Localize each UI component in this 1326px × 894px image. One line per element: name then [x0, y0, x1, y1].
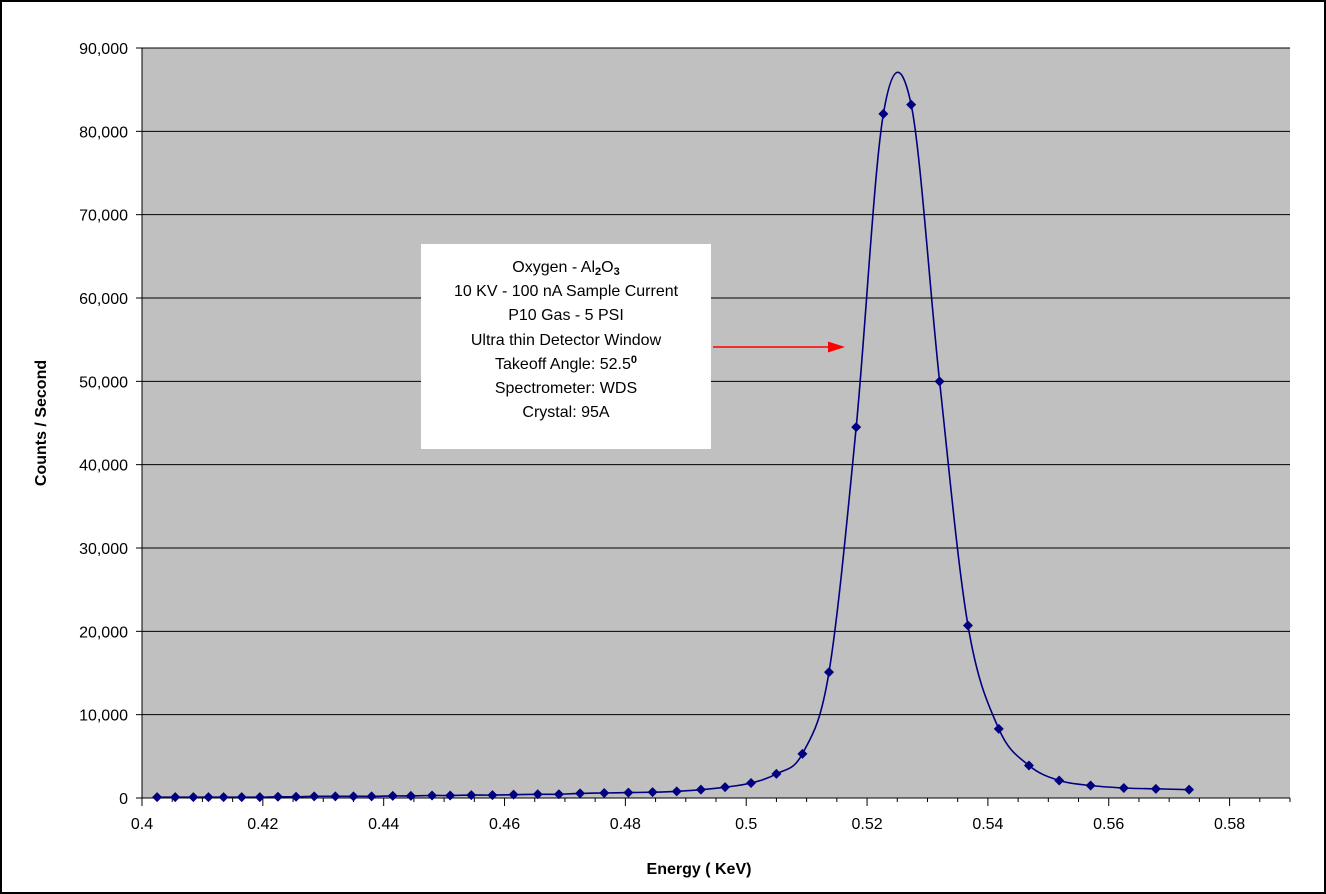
y-tick-label: 80,000 — [79, 124, 128, 141]
data-point — [771, 768, 782, 779]
data-point — [599, 788, 610, 798]
data-point — [906, 99, 917, 110]
y-tick-label: 30,000 — [79, 541, 128, 558]
data-point — [1118, 783, 1129, 793]
data-point — [508, 789, 519, 800]
x-tick-label: 0.52 — [851, 816, 882, 833]
annotation-arrow-head — [828, 341, 845, 353]
x-tick-label: 0.5 — [735, 816, 757, 833]
data-point — [272, 791, 283, 802]
y-tick-label: 20,000 — [79, 624, 128, 641]
x-tick-label: 0.4 — [131, 816, 153, 833]
x-tick-label: 0.46 — [489, 816, 520, 833]
data-point — [1023, 760, 1034, 771]
data-point — [445, 790, 456, 801]
plot-area — [142, 48, 1290, 798]
data-point — [797, 748, 808, 759]
data-point — [1085, 780, 1096, 791]
data-point — [823, 667, 834, 678]
data-point — [1150, 783, 1161, 794]
data-point — [427, 790, 438, 801]
x-tick-label: 0.42 — [247, 816, 278, 833]
annotation-line-1: Oxygen - Al2O3 — [512, 259, 620, 278]
data-point — [330, 791, 341, 802]
y-tick-label: 40,000 — [79, 458, 128, 475]
y-tick-label: 90,000 — [79, 41, 128, 58]
data-point — [466, 790, 477, 801]
x-tick-label: 0.54 — [972, 816, 1003, 833]
y-axis-title: Counts / Second — [33, 360, 50, 486]
data-point — [170, 792, 181, 803]
data-point — [623, 787, 634, 798]
data-point — [366, 791, 377, 802]
data-point — [746, 778, 757, 788]
data-point — [405, 790, 416, 801]
data-point — [553, 789, 564, 800]
data-point — [188, 792, 199, 803]
x-axis-title: Energy ( KeV) — [647, 861, 752, 878]
data-point — [695, 784, 706, 795]
annotation-line-2: 10 KV - 100 nA Sample Current — [453, 283, 679, 301]
data-point — [878, 108, 889, 119]
data-point — [309, 791, 320, 802]
data-point — [851, 422, 862, 433]
x-tick-label: 0.44 — [368, 816, 399, 833]
y-tick-label: 0 — [119, 791, 128, 808]
data-point — [934, 376, 945, 387]
data-point — [647, 787, 658, 798]
annotation-line-4: Ultra thin Detector Window — [470, 331, 662, 349]
annotation-line-7: Crystal: 95A — [522, 404, 610, 422]
data-point — [671, 786, 682, 797]
x-tick-label: 0.56 — [1093, 816, 1124, 833]
y-tick-label: 10,000 — [79, 708, 128, 725]
data-point — [532, 789, 543, 800]
data-point — [218, 792, 229, 803]
data-point — [254, 792, 265, 803]
data-point — [387, 790, 398, 801]
data-point — [152, 792, 163, 803]
data-point — [487, 790, 498, 801]
x-tick-label: 0.48 — [610, 816, 641, 833]
data-point — [1054, 775, 1065, 786]
data-point — [575, 788, 586, 799]
data-point — [720, 782, 731, 793]
annotation-line-6: Spectrometer: WDS — [494, 379, 638, 397]
data-point — [236, 792, 247, 803]
data-point — [203, 792, 214, 803]
annotation-line-5: Takeoff Angle: 52.50 — [495, 353, 637, 373]
x-tick-label: 0.58 — [1214, 816, 1245, 833]
y-tick-label: 60,000 — [79, 291, 128, 308]
data-point — [348, 791, 359, 802]
data-point — [1184, 784, 1195, 795]
annotation-line-3: P10 Gas - 5 PSI — [508, 307, 624, 325]
annotation-box: Oxygen - Al2O3 10 KV - 100 nA Sample Cur… — [421, 244, 711, 449]
y-tick-label: 70,000 — [79, 208, 128, 225]
y-tick-label: 50,000 — [79, 374, 128, 391]
data-point — [962, 620, 973, 631]
data-point — [291, 791, 302, 802]
data-point — [993, 723, 1004, 734]
